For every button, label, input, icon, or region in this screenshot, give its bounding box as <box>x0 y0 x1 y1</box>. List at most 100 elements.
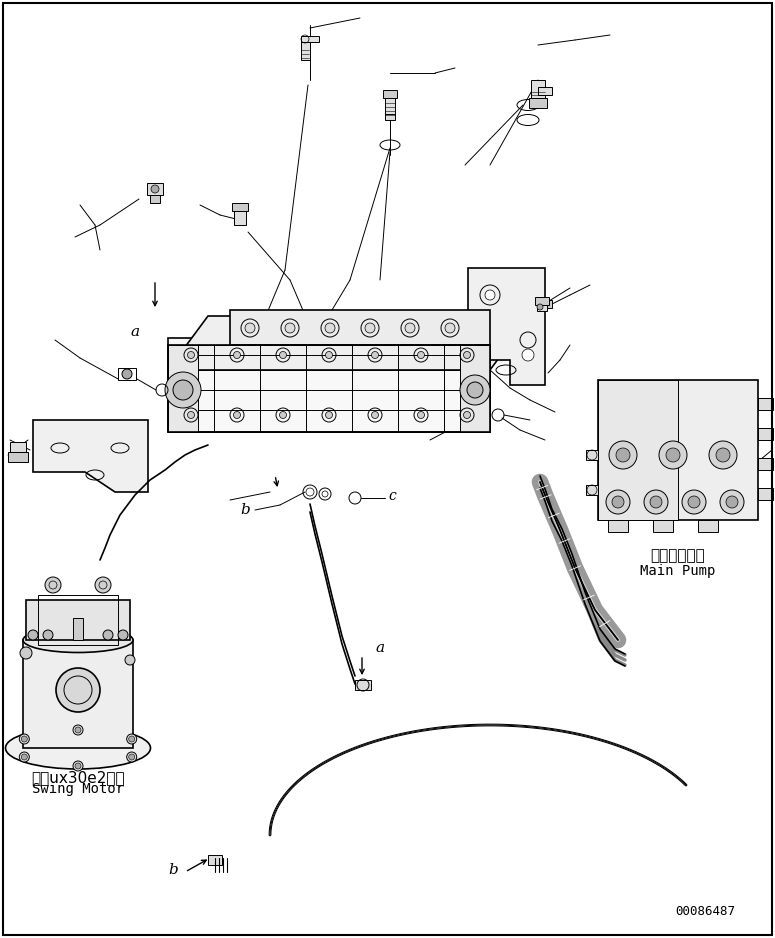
Bar <box>598 380 678 520</box>
Circle shape <box>405 323 415 333</box>
Ellipse shape <box>5 727 150 769</box>
Bar <box>23 640 133 748</box>
Bar <box>698 520 718 532</box>
Circle shape <box>485 290 495 300</box>
Circle shape <box>326 352 332 358</box>
Circle shape <box>45 577 61 593</box>
Bar <box>537 305 547 311</box>
Bar <box>758 458 773 470</box>
Bar <box>8 452 28 462</box>
Text: a: a <box>130 325 140 339</box>
Bar <box>383 90 397 98</box>
Circle shape <box>612 496 624 508</box>
Circle shape <box>188 412 195 418</box>
Bar <box>208 855 222 865</box>
Bar <box>529 98 547 108</box>
Polygon shape <box>468 268 545 385</box>
Circle shape <box>460 375 490 405</box>
Bar <box>598 380 758 520</box>
Circle shape <box>720 490 744 514</box>
Circle shape <box>445 323 455 333</box>
Circle shape <box>75 763 81 769</box>
Bar <box>531 80 545 100</box>
Circle shape <box>682 490 706 514</box>
Circle shape <box>28 630 38 640</box>
Text: b: b <box>168 863 178 877</box>
Circle shape <box>43 630 53 640</box>
Polygon shape <box>168 316 530 370</box>
Circle shape <box>371 412 378 418</box>
Bar <box>355 680 371 690</box>
Circle shape <box>666 448 680 462</box>
Bar <box>232 203 248 211</box>
Circle shape <box>688 496 700 508</box>
Circle shape <box>322 491 328 497</box>
Circle shape <box>418 352 425 358</box>
Circle shape <box>188 352 195 358</box>
Circle shape <box>326 412 332 418</box>
Circle shape <box>103 630 113 640</box>
Circle shape <box>606 490 630 514</box>
Circle shape <box>19 734 29 744</box>
Bar <box>758 428 773 440</box>
Bar <box>168 338 490 432</box>
Bar <box>535 297 549 305</box>
Bar <box>168 345 490 432</box>
Bar <box>38 595 118 645</box>
Bar <box>460 345 490 432</box>
Bar <box>168 345 198 432</box>
Circle shape <box>20 647 32 659</box>
Circle shape <box>95 577 111 593</box>
Bar <box>385 114 395 120</box>
Bar <box>653 520 673 532</box>
Bar <box>118 368 136 380</box>
Circle shape <box>709 441 737 469</box>
Circle shape <box>365 323 375 333</box>
Circle shape <box>126 734 136 744</box>
Bar <box>608 520 628 532</box>
Bar <box>230 310 490 345</box>
Circle shape <box>716 448 730 462</box>
Bar <box>586 485 598 495</box>
Circle shape <box>151 185 159 193</box>
Text: Swing Motor: Swing Motor <box>32 782 124 796</box>
Circle shape <box>644 490 668 514</box>
Circle shape <box>245 323 255 333</box>
Text: メインポンプ: メインポンプ <box>651 548 705 563</box>
Bar <box>758 488 773 500</box>
Circle shape <box>73 725 83 735</box>
Circle shape <box>285 323 295 333</box>
Bar <box>26 600 130 640</box>
Circle shape <box>463 352 470 358</box>
Circle shape <box>325 323 335 333</box>
Circle shape <box>173 380 193 400</box>
Circle shape <box>463 412 470 418</box>
Circle shape <box>616 448 630 462</box>
Circle shape <box>522 349 534 361</box>
Text: a: a <box>375 641 384 655</box>
Circle shape <box>165 372 201 408</box>
Circle shape <box>280 352 287 358</box>
Circle shape <box>233 412 240 418</box>
Bar <box>10 442 26 452</box>
Circle shape <box>233 352 240 358</box>
Circle shape <box>118 630 128 640</box>
Circle shape <box>122 369 132 379</box>
Bar <box>150 195 160 203</box>
Ellipse shape <box>23 628 133 653</box>
Bar <box>147 183 163 195</box>
Circle shape <box>659 441 687 469</box>
Bar <box>538 87 552 95</box>
Circle shape <box>418 412 425 418</box>
Circle shape <box>56 668 100 712</box>
Text: Main Pump: Main Pump <box>640 564 715 578</box>
Circle shape <box>73 761 83 771</box>
Circle shape <box>21 736 27 742</box>
Circle shape <box>125 655 135 665</box>
Bar <box>301 42 310 60</box>
Polygon shape <box>33 420 148 492</box>
Circle shape <box>467 382 483 398</box>
Circle shape <box>19 752 29 762</box>
Circle shape <box>21 754 27 760</box>
Bar <box>385 93 395 115</box>
